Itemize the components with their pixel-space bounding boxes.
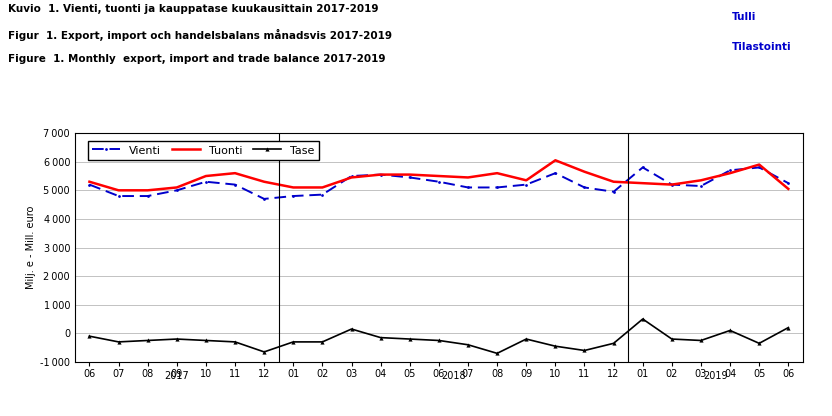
Text: Figure  1. Monthly  export, import and trade balance 2017-2019: Figure 1. Monthly export, import and tra… — [8, 54, 386, 64]
Text: Figur  1. Export, import och handelsbalans månadsvis 2017-2019: Figur 1. Export, import och handelsbalan… — [8, 29, 393, 41]
Text: Tulli: Tulli — [732, 12, 756, 22]
Text: 2018: 2018 — [441, 371, 466, 381]
Legend: Vienti, Tuonti, Tase: Vienti, Tuonti, Tase — [87, 141, 319, 160]
Text: 2017: 2017 — [165, 371, 189, 381]
Y-axis label: Milj. e - Mill. euro: Milj. e - Mill. euro — [26, 206, 36, 289]
Text: Kuvio  1. Vienti, tuonti ja kauppatase kuukausittain 2017-2019: Kuvio 1. Vienti, tuonti ja kauppatase ku… — [8, 4, 379, 14]
Text: 2019: 2019 — [703, 371, 728, 381]
Text: Tilastointi: Tilastointi — [732, 42, 792, 52]
